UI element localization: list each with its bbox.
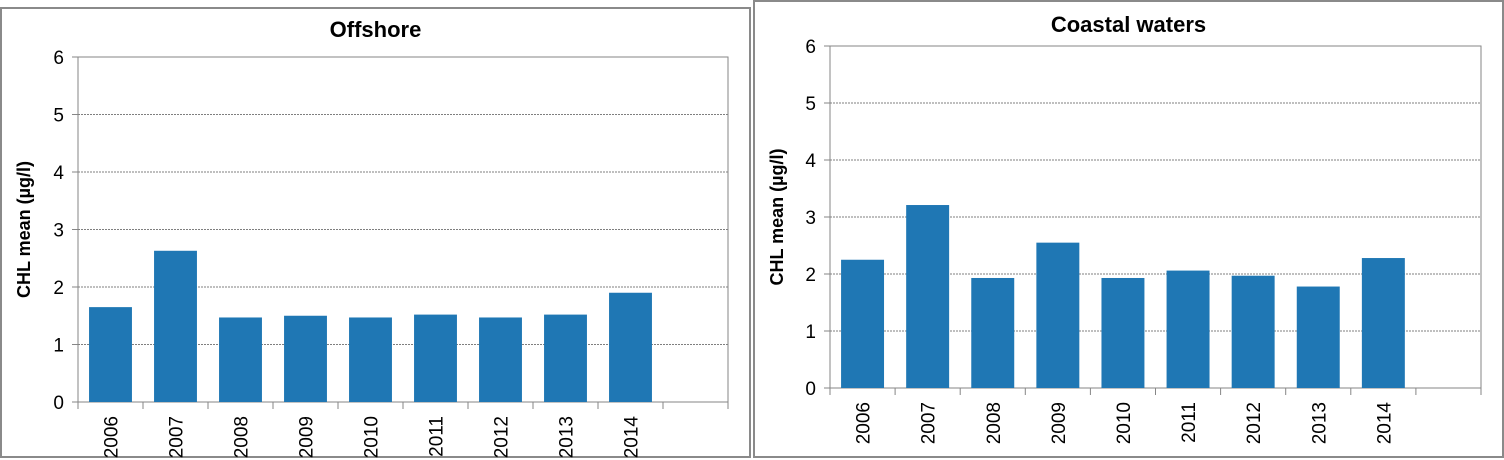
x-tick-label: 2013 [557,416,578,458]
y-tick-label: 4 [805,151,816,172]
bar [906,205,950,388]
y-tick-label: 2 [53,278,64,299]
bar [349,317,392,402]
x-tick-label: 2008 [984,402,1005,444]
chart-panel-offshore: Offshore 0 1 2 3 4 5 6 2006 2007 2008 2009 2010 2011… [0,7,751,458]
bar [154,250,197,402]
y-tick-label: 5 [805,94,816,115]
x-tick-label: 2014 [1374,402,1395,445]
chart-offshore: 0 1 2 3 4 5 6 2006 2007 2008 2009 2010 2011 2012 2013 2… [14,48,729,459]
x-tick-label: 2009 [297,416,318,458]
bar [609,292,652,402]
bar [1231,275,1275,388]
x-tick-label: 2010 [362,416,383,458]
x-tick-label: 2014 [622,416,643,459]
x-tick-label: 2012 [1244,402,1265,444]
bar [284,315,327,402]
bar [1101,277,1145,388]
y-tick-label: 1 [53,336,64,357]
y-tick-label: 0 [805,379,816,400]
bar [1036,242,1080,388]
chart-panel-coastal-waters: Coastal waters 0 1 2 3 4 5 6 2006 2007 2008 2009 20… [753,0,1504,458]
bar [414,314,457,402]
x-tick-label: 2007 [919,402,940,444]
y-tick-label: 5 [53,106,64,127]
chart-coastal-waters: 0 1 2 3 4 5 6 2006 2007 2008 2009 2010 2011 2012 2013 2… [767,37,1482,445]
x-tick-label: 2007 [167,416,188,458]
y-tick-label: 6 [805,37,816,58]
y-tick-label: 3 [805,208,816,229]
bar [1361,258,1405,388]
x-tick-label: 2011 [427,416,448,457]
y-tick-label: 6 [53,48,64,69]
chart-title: Coastal waters [1050,12,1207,37]
bar [1296,286,1340,388]
bar [544,314,587,402]
x-tick-label: 2008 [232,416,253,458]
y-tick-label: 2 [805,265,816,286]
x-tick-label: 2012 [492,416,513,458]
y-axis-label: CHL mean (µg/l) [767,148,787,285]
bar [219,317,262,402]
bar [841,259,885,388]
x-tick-label: 2009 [1049,402,1070,444]
x-tick-label: 2011 [1179,402,1200,443]
x-tick-label: 2006 [102,416,123,458]
bar [89,307,132,402]
y-tick-label: 1 [805,322,816,343]
x-tick-label: 2006 [854,402,875,444]
bar [479,317,522,402]
bar [1166,270,1210,388]
x-tick-label: 2013 [1309,402,1330,444]
bar [971,277,1015,388]
y-tick-label: 3 [53,221,64,242]
y-tick-label: 4 [53,163,64,184]
y-axis-label: CHL mean (µg/l) [14,161,34,298]
y-tick-label: 0 [53,393,64,414]
chart-title: Offshore [329,17,422,42]
x-tick-label: 2010 [1114,402,1135,444]
